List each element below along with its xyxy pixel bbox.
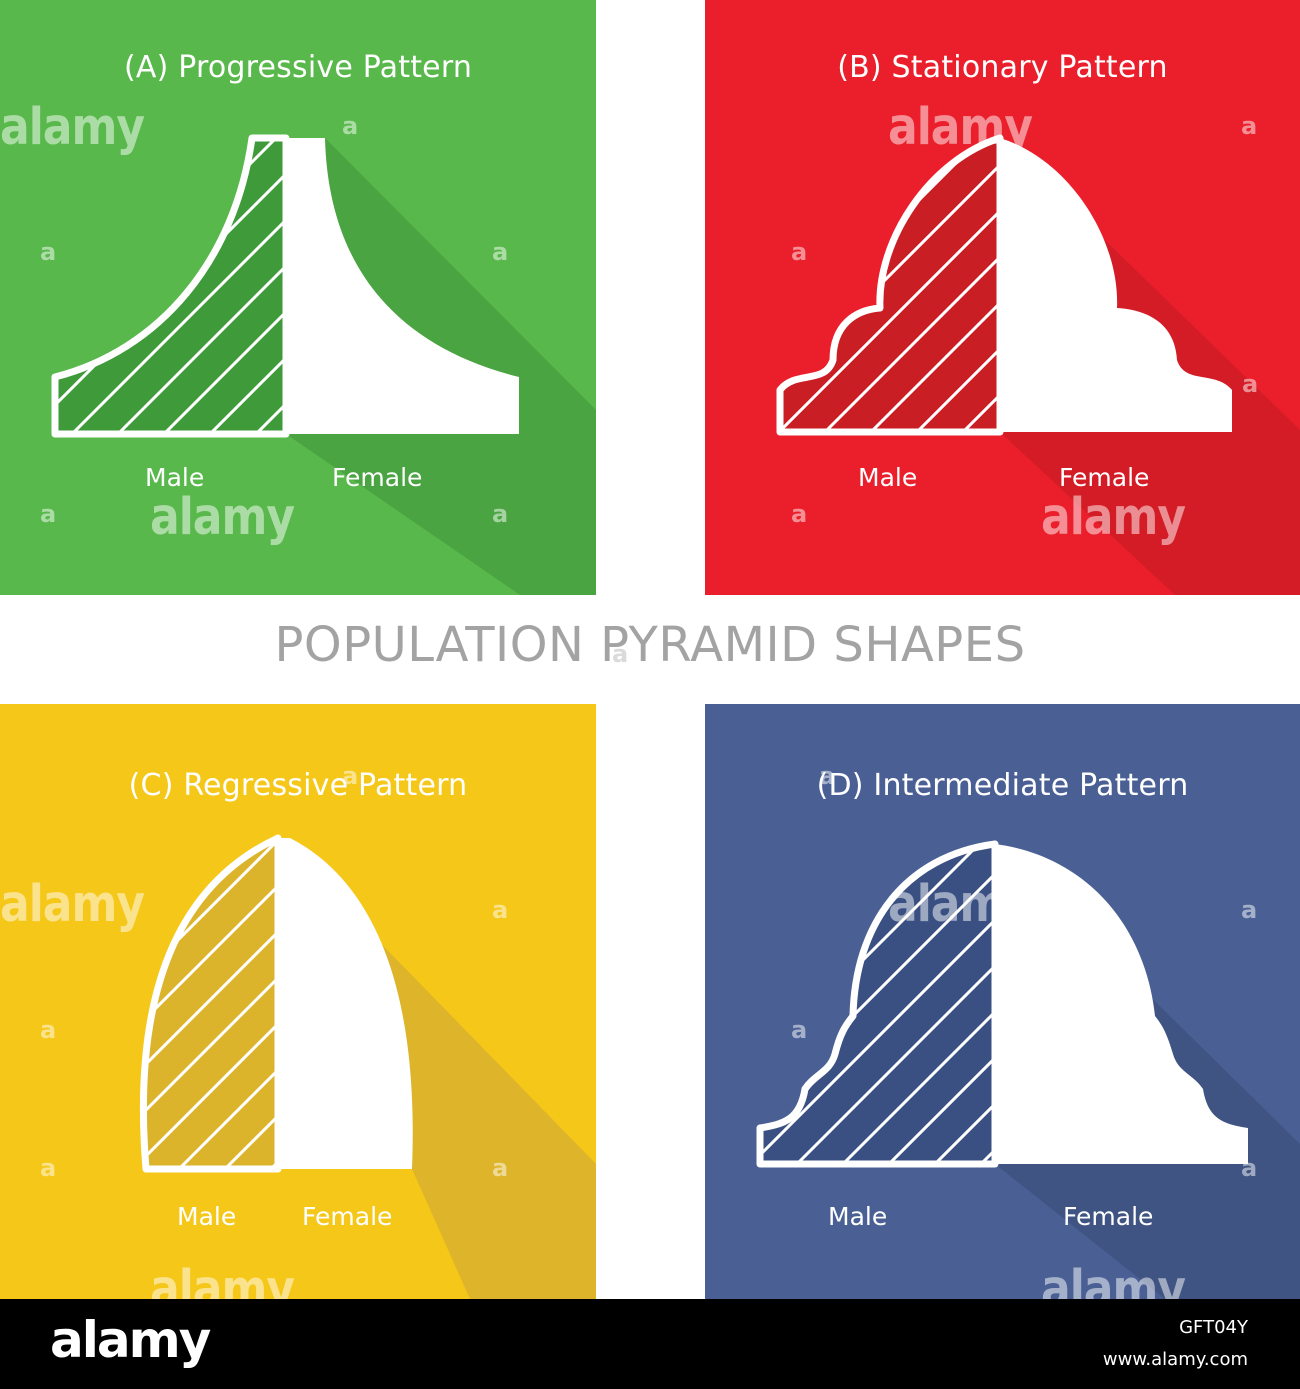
female-half bbox=[995, 844, 1248, 1164]
footer-bar: alamy GFT04Y www.alamy.com bbox=[0, 1299, 1300, 1389]
footer-image-id: GFT04Y bbox=[1179, 1317, 1248, 1338]
male-half bbox=[760, 844, 995, 1164]
hatch-line bbox=[760, 844, 995, 1164]
hatch-line bbox=[780, 138, 1000, 432]
panel-title: (B) Stationary Pattern bbox=[837, 50, 1168, 85]
hatch-line bbox=[143, 838, 278, 1169]
panel-progressive: (A) Progressive Pattern Male Female alam… bbox=[0, 0, 596, 595]
female-label: Female bbox=[1063, 1202, 1154, 1231]
panel-title: (C) Regressive Pattern bbox=[128, 768, 468, 803]
hatch-line bbox=[55, 138, 286, 434]
male-label: Male bbox=[177, 1202, 237, 1231]
panel-regressive: (C) Regressive Pattern Male Female alamy… bbox=[0, 704, 596, 1299]
male-half bbox=[55, 138, 286, 434]
male-label: Male bbox=[828, 1202, 888, 1231]
hatch-line bbox=[760, 844, 995, 1164]
hatch-line bbox=[760, 844, 995, 1164]
female-half bbox=[1000, 138, 1232, 432]
hatch-line bbox=[55, 138, 286, 434]
female-label: Female bbox=[302, 1202, 393, 1231]
hatch-line bbox=[780, 138, 1000, 432]
hatch-line bbox=[143, 838, 278, 1169]
male-label: Male bbox=[858, 463, 918, 492]
main-title: POPULATION PYRAMID SHAPES bbox=[274, 617, 1026, 673]
male-label: Male bbox=[145, 463, 205, 492]
panel-intermediate: (D) Intermediate Pattern Male Female ala… bbox=[705, 704, 1300, 1299]
hatch-line bbox=[780, 138, 1000, 432]
footer-logo: alamy bbox=[50, 1311, 211, 1369]
hatch-line bbox=[143, 838, 278, 1169]
female-half bbox=[278, 838, 413, 1169]
footer-url: www.alamy.com bbox=[1102, 1349, 1248, 1370]
female-label: Female bbox=[1059, 463, 1150, 492]
pyramid-stationary bbox=[705, 0, 1300, 595]
panel-stationary: (B) Stationary Pattern Male Female alamy… bbox=[705, 0, 1300, 595]
pyramid-intermediate bbox=[705, 704, 1300, 1299]
pyramid-regressive bbox=[0, 704, 596, 1299]
panel-title: (D) Intermediate Pattern bbox=[816, 768, 1189, 803]
female-label: Female bbox=[332, 463, 423, 492]
pyramid-progressive bbox=[0, 0, 596, 595]
hatch-line bbox=[55, 138, 286, 434]
female-half bbox=[286, 138, 519, 434]
panel-title: (A) Progressive Pattern bbox=[123, 50, 473, 85]
